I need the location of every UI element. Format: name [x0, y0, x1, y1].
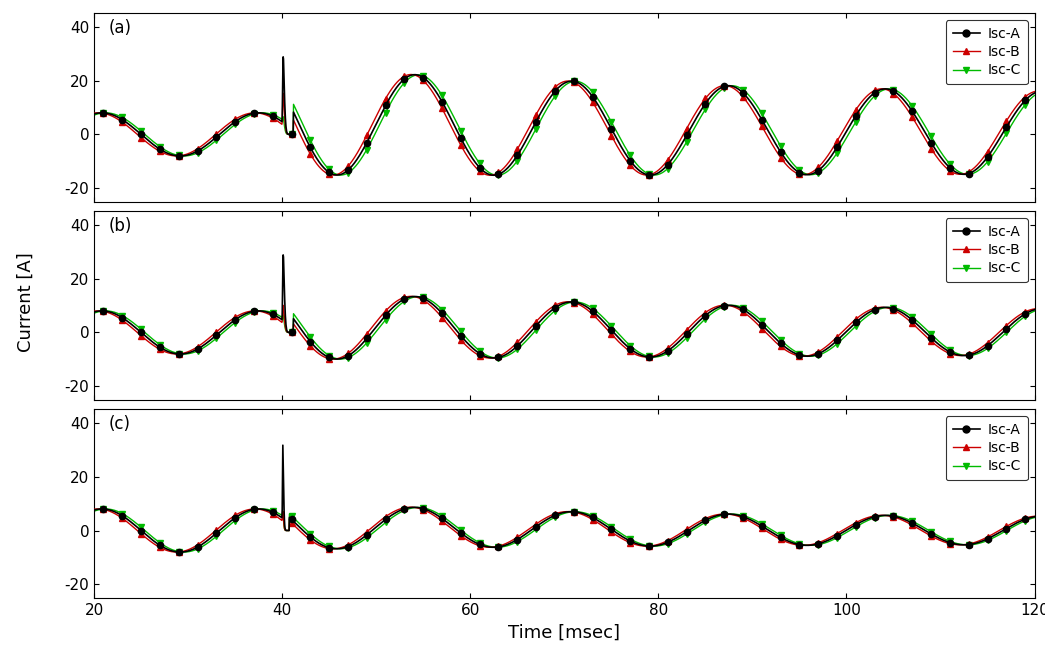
- Text: Current [A]: Current [A]: [17, 252, 36, 352]
- Text: (b): (b): [109, 217, 132, 235]
- Text: (c): (c): [109, 415, 131, 433]
- X-axis label: Time [msec]: Time [msec]: [508, 623, 621, 641]
- Text: (a): (a): [109, 19, 132, 37]
- Legend: Isc-A, Isc-B, Isc-C: Isc-A, Isc-B, Isc-C: [946, 416, 1027, 480]
- Legend: Isc-A, Isc-B, Isc-C: Isc-A, Isc-B, Isc-C: [946, 218, 1027, 283]
- Legend: Isc-A, Isc-B, Isc-C: Isc-A, Isc-B, Isc-C: [946, 20, 1027, 84]
